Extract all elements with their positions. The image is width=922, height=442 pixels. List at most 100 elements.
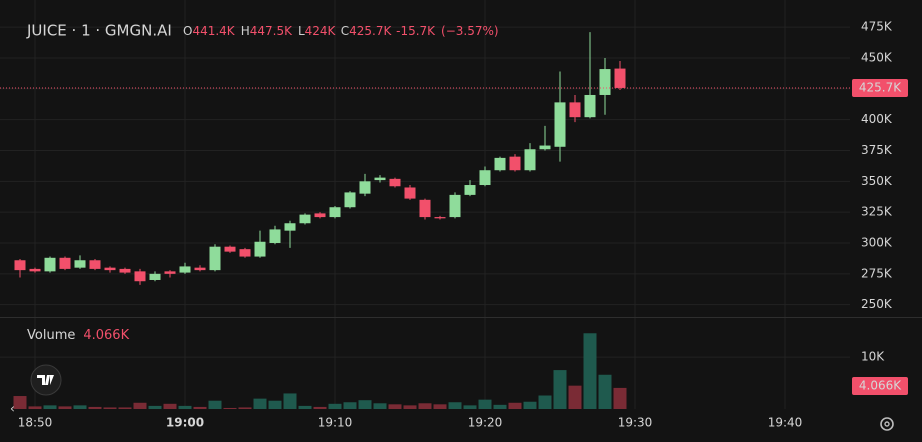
volume-bar bbox=[613, 387, 627, 409]
candle-body bbox=[599, 69, 611, 95]
volume-bar bbox=[43, 405, 57, 409]
candle-body bbox=[134, 271, 146, 282]
logo[interactable] bbox=[30, 364, 62, 396]
logo-mark[interactable] bbox=[37, 375, 54, 385]
volume-bar bbox=[508, 402, 522, 409]
volume-bar bbox=[133, 402, 147, 409]
x-tick-label: 18:50 bbox=[18, 416, 53, 430]
y-tick-label: 325K bbox=[861, 205, 893, 219]
volume-bar bbox=[583, 333, 597, 409]
volume-bar bbox=[73, 405, 87, 409]
y-tick-label: 275K bbox=[861, 266, 893, 280]
gear-center[interactable] bbox=[884, 421, 890, 427]
y-tick-label: 375K bbox=[861, 143, 893, 157]
volume-bar bbox=[148, 405, 162, 409]
candle-body bbox=[344, 192, 356, 208]
candle-body bbox=[194, 267, 206, 271]
last-price-label: 425.7K bbox=[859, 80, 902, 94]
x-tick-label: 19:10 bbox=[318, 416, 353, 430]
header-value: 425.7K bbox=[349, 24, 392, 38]
header-change: -15.7K bbox=[396, 24, 436, 38]
candle-body bbox=[44, 257, 56, 272]
candle-body bbox=[74, 260, 86, 268]
volume-bar bbox=[403, 405, 417, 409]
candle-body bbox=[29, 268, 41, 272]
volume-bar bbox=[343, 402, 357, 409]
candle-body bbox=[539, 145, 551, 150]
volume-bar bbox=[118, 407, 132, 409]
volume-bar bbox=[313, 406, 327, 409]
y-tick-label: 475K bbox=[861, 20, 893, 34]
volume-title: Volume 4.066K bbox=[27, 328, 130, 343]
candle-body bbox=[359, 181, 371, 194]
volume-bar bbox=[268, 400, 282, 409]
header-label: L bbox=[298, 24, 305, 38]
volume-bar bbox=[208, 400, 222, 409]
volume-bar bbox=[103, 407, 117, 409]
volume-bar bbox=[253, 398, 267, 409]
candle-body bbox=[14, 260, 26, 271]
volume-bar bbox=[478, 399, 492, 409]
volume-bar bbox=[463, 405, 477, 409]
volume-bar bbox=[418, 403, 432, 409]
x-tick-label: 19:20 bbox=[468, 416, 503, 430]
volume-bar bbox=[88, 406, 102, 409]
last-volume-box bbox=[852, 377, 908, 395]
header-label: H bbox=[241, 24, 250, 38]
candle-body bbox=[254, 241, 266, 257]
candle-body bbox=[584, 94, 596, 118]
volume-bar bbox=[283, 393, 297, 409]
volume-tick-label: 10K bbox=[861, 350, 885, 364]
y-tick-label: 450K bbox=[861, 50, 893, 64]
header-label: O bbox=[183, 24, 192, 38]
y-tick-label: 250K bbox=[861, 297, 893, 311]
volume-label: Volume bbox=[27, 328, 75, 343]
volume-bar bbox=[493, 404, 507, 409]
candle-body bbox=[614, 68, 626, 88]
marks bbox=[0, 32, 850, 409]
candle-body bbox=[404, 187, 416, 199]
candle-body bbox=[509, 156, 521, 171]
candle-body bbox=[209, 246, 221, 271]
y-tick-label: 400K bbox=[861, 112, 893, 126]
volume-bar bbox=[58, 406, 72, 409]
chart-title: JUICE · 1 · GMGN.AI bbox=[26, 22, 172, 40]
volume-bar bbox=[193, 406, 207, 409]
candle-body bbox=[494, 157, 506, 171]
candle-body bbox=[224, 246, 236, 252]
settings-icon[interactable] bbox=[880, 417, 894, 431]
volume-bar bbox=[523, 401, 537, 409]
candle-body bbox=[434, 217, 446, 219]
candle-body bbox=[284, 223, 296, 231]
candle-body bbox=[479, 170, 491, 186]
scroll-arrow[interactable]: ‹ bbox=[10, 402, 15, 416]
volume-bar bbox=[163, 403, 177, 409]
ohlc-header: O441.4K H447.5K L424K C425.7K -15.7K (−3.57%) bbox=[183, 24, 499, 38]
candle-body bbox=[89, 260, 101, 269]
header-value: 447.5K bbox=[250, 24, 293, 38]
y-tick-label: 300K bbox=[861, 235, 893, 249]
candle-body bbox=[179, 266, 191, 273]
gear-ring[interactable] bbox=[880, 417, 894, 431]
volume-bar bbox=[298, 405, 312, 409]
volume-bar bbox=[328, 403, 342, 409]
header-value: 424K bbox=[305, 24, 337, 38]
candle-body bbox=[164, 271, 176, 274]
grid bbox=[0, 0, 850, 409]
candle-body bbox=[149, 273, 161, 280]
candle-body bbox=[419, 199, 431, 218]
candle-body bbox=[524, 149, 536, 171]
y-tick-label: 350K bbox=[861, 174, 893, 188]
candle-body bbox=[299, 214, 311, 224]
volume-bar bbox=[238, 407, 252, 409]
candle-body bbox=[449, 194, 461, 218]
last-volume-label: 4.066K bbox=[859, 379, 902, 393]
header-change-pct: (−3.57%) bbox=[441, 24, 499, 38]
x-tick-label: 19:40 bbox=[768, 416, 803, 430]
candle-body bbox=[329, 207, 341, 218]
candle-body bbox=[554, 102, 566, 147]
volume-bar bbox=[598, 374, 612, 409]
